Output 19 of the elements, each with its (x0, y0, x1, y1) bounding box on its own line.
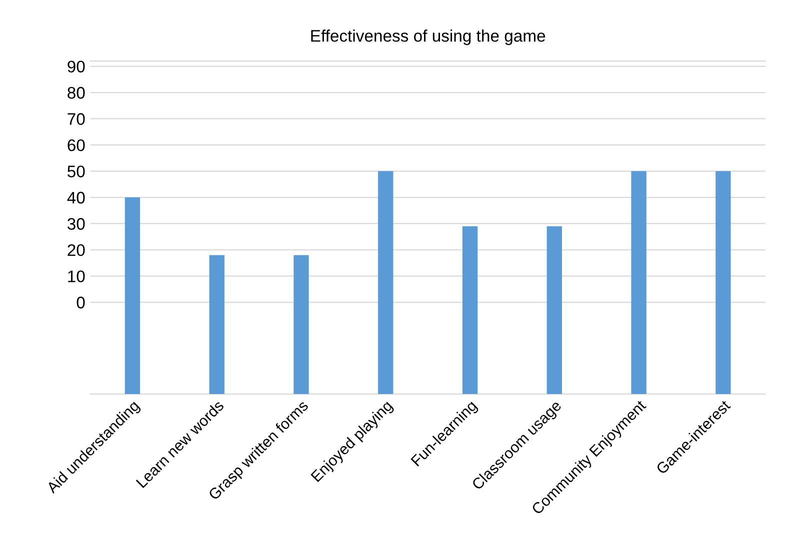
bar (294, 255, 309, 394)
chart-title: Effectiveness of using the game (311, 30, 546, 46)
y-tick-label: 80 (68, 86, 85, 99)
y-tick-label: 90 (68, 60, 85, 72)
y-tick-label: 0 (76, 296, 85, 308)
y-tick-label: 60 (68, 139, 85, 152)
y-tick-label: 30 (68, 218, 85, 230)
y-tick-label: 70 (68, 113, 85, 125)
bar (462, 226, 478, 394)
y-tick-label: 50 (68, 166, 85, 178)
bar (209, 255, 224, 394)
bar (546, 226, 562, 394)
y-tick-label: 20 (68, 244, 85, 256)
bar (378, 171, 394, 394)
y-tick-label: 10 (68, 270, 85, 282)
bar (716, 171, 731, 394)
bar (124, 197, 140, 394)
y-tick-label: 40 (67, 192, 85, 204)
bar (631, 171, 646, 394)
